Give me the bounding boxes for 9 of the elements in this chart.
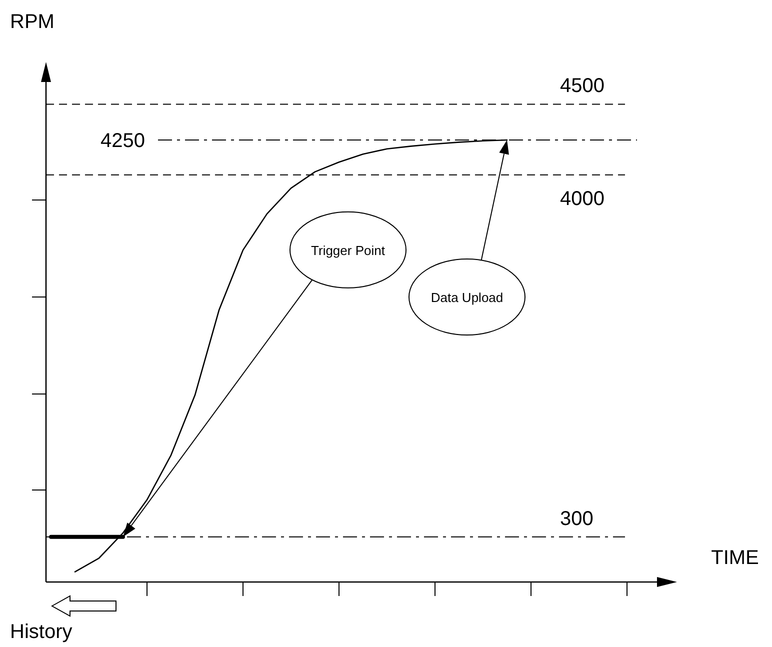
text: History: [10, 621, 72, 643]
annotation: 300: [560, 508, 594, 530]
x-axis-title: TIME: [711, 547, 759, 569]
text: RPM: [10, 11, 54, 33]
annotation: 4250: [100, 130, 145, 152]
annotation: Trigger Point: [311, 242, 386, 258]
annotation: Data Upload: [430, 290, 504, 305]
annotation: 4500: [560, 75, 604, 98]
annotation: 4000: [560, 188, 604, 210]
